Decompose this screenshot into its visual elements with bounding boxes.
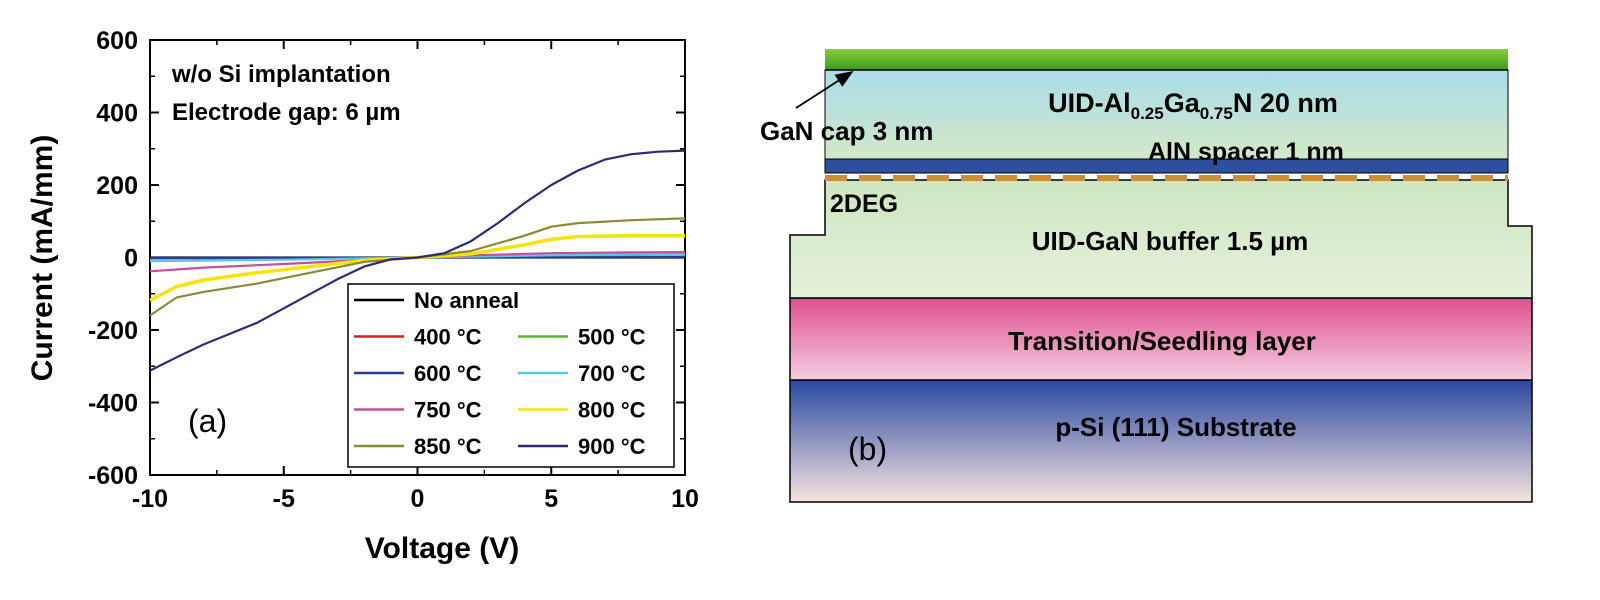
legend-label: 750 °C: [414, 398, 482, 423]
x-tick-label: -10: [132, 485, 168, 513]
annotation-gap: Electrode gap: 6 µm: [172, 99, 401, 126]
y-tick-label: -400: [88, 390, 138, 418]
substrate-layer: [789, 379, 1533, 503]
algan-barrier-layer: [824, 69, 1509, 160]
x-axis-title: Voltage (V): [365, 532, 519, 565]
y-axis-title: Current (mA/mm): [26, 135, 59, 382]
panel-label-b: (b): [848, 431, 887, 467]
y-tick-label: 600: [96, 27, 138, 55]
x-tick-label: 5: [544, 485, 558, 513]
algan-label: UID-Al0.25Ga0.75N 20 nm: [1048, 88, 1338, 123]
twodeg-label: 2DEG: [830, 190, 898, 218]
legend-label: 400 °C: [414, 325, 482, 350]
legend-label: 800 °C: [578, 398, 646, 423]
buffer-label: UID-GaN buffer 1.5 µm: [1032, 226, 1308, 256]
legend-box: [347, 283, 675, 468]
cap-pointer-arrow: [795, 71, 854, 109]
y-tick-label: -600: [88, 462, 138, 490]
series-line-8: [149, 149, 686, 372]
axis-ticks: -10 -5 0 5 10 -600 -400 -200 0 200 400 600: [88, 27, 699, 513]
substrate-label: p-Si (111) Substrate: [1055, 412, 1296, 442]
legend-label: 700 °C: [578, 361, 646, 386]
transition-label: Transition/Seedling layer: [1008, 326, 1316, 356]
legend: No anneal 400 °C 500 °C 600 °C 700 °C 750 °C 8…: [347, 283, 675, 468]
x-tick-label: 10: [671, 485, 699, 513]
legend-label: 600 °C: [414, 361, 482, 386]
transition-layer: [789, 297, 1533, 381]
aln-spacer-label: AlN spacer 1 nm: [1148, 138, 1344, 166]
y-tick-label: 0: [124, 245, 138, 273]
iv-chart-panel: -10 -5 0 5 10 -600 -400 -200 0 200 400 600 w/o Si i…: [26, 27, 699, 565]
series-lines: [149, 149, 686, 372]
panel-label-a: (a): [188, 403, 227, 439]
y-tick-label: 400: [96, 100, 138, 128]
legend-label: 900 °C: [578, 434, 646, 459]
y-tick-label: 200: [96, 172, 138, 200]
legend-label: 500 °C: [578, 325, 646, 350]
annotation-condition: w/o Si implantation: [171, 61, 391, 88]
y-tick-label: -200: [88, 317, 138, 345]
layer-stack-diagram: GaN cap 3 nm UID-Al0.25Ga0.75N 20 nm AlN…: [760, 49, 1533, 503]
gan-cap-label: GaN cap 3 nm: [760, 116, 933, 146]
legend-label: 850 °C: [414, 434, 482, 459]
legend-label: No anneal: [414, 288, 519, 313]
x-tick-label: 0: [411, 485, 425, 513]
gan-cap-layer: [825, 49, 1508, 70]
x-tick-label: -5: [273, 485, 295, 513]
